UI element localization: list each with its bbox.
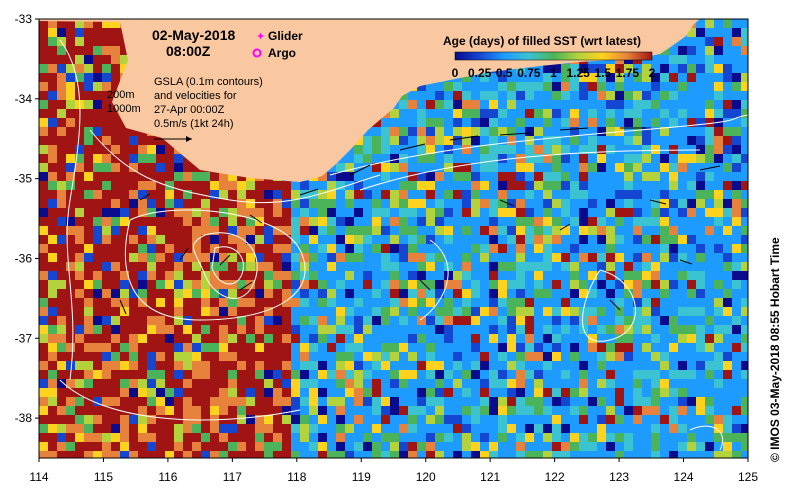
x-tick-label: 114 [29, 470, 48, 484]
gsla-contour-line [359, 149, 701, 191]
y-tick-label: -35 [15, 172, 33, 186]
velocity-arrow [119, 299, 127, 315]
colorbar-tick-label: 0.5 [496, 66, 513, 80]
x-tick-label: 119 [352, 470, 371, 484]
velocity-arrow [649, 199, 667, 205]
gsla-contour-line [329, 114, 748, 176]
velocity-arrow [249, 214, 263, 224]
gsla-contour-line [689, 425, 724, 451]
velocity-arrow [219, 254, 231, 266]
argo-marker-icon [252, 48, 262, 58]
colorbar-tick-label: 0.25 [468, 66, 492, 80]
gsla-contours [59, 39, 748, 451]
isobath-1000m-label: 1000m [107, 103, 141, 115]
velocity-arrow [419, 279, 431, 291]
x-tick-label: 122 [545, 470, 565, 484]
info-annotation-block [146, 22, 336, 62]
y-axis: -33 -34 -35 -36 -37 -38 [15, 12, 39, 425]
map-plot-area [39, 19, 748, 458]
gsla-contour-line [211, 246, 244, 285]
colorbar-tick-label: 1.5 [594, 66, 611, 80]
velocity-vectors [119, 127, 721, 315]
y-tick-label: -34 [15, 92, 33, 106]
x-tick-label: 123 [609, 470, 629, 484]
scale-arrow-icon [154, 136, 192, 142]
gsla-contour-line [193, 232, 258, 299]
velocity-arrow [609, 299, 621, 311]
velocity-arrow [679, 259, 693, 265]
glider-label: Glider [268, 29, 303, 43]
velocity-arrow [559, 223, 571, 231]
velocity-arrow [499, 199, 515, 207]
gsla-note-line3: 27-Apr 00:00Z [154, 104, 225, 116]
gsla-contour-line [59, 39, 81, 381]
gsla-contour-line [59, 379, 301, 421]
colorbar-tick-label: 0.75 [517, 66, 541, 80]
colorbar-tick-label: 1.25 [566, 66, 590, 80]
x-axis: 114 115 116 117 118 119 120 121 122 123 124 125 [29, 458, 758, 484]
colorbar-tick-label: 0 [452, 66, 459, 80]
velocity-arrow [239, 281, 253, 291]
colorbar-tick-label: 1.75 [616, 66, 640, 80]
y-tick-label: -37 [15, 331, 33, 345]
header-bg [146, 22, 336, 62]
gsla-contour-line [89, 129, 381, 204]
credit-label: © IMOS 03-May-2018 08:55 Hobart Time [768, 237, 782, 462]
x-tick-label: 120 [416, 470, 436, 484]
y-tick-label: -36 [15, 251, 33, 265]
glider-marker-icon: ✦ [256, 31, 265, 43]
gsla-contour-line [419, 239, 449, 321]
argo-label: Argo [268, 46, 296, 60]
velocity-arrow [139, 193, 151, 201]
velocity-arrow [399, 143, 426, 151]
y-tick-label: -38 [15, 411, 33, 425]
y-tick-label: -33 [15, 12, 33, 26]
gsla-contour-line [582, 269, 636, 342]
velocity-arrow [499, 132, 531, 136]
gsla-note-line4: 0.5m/s (1kt 24h) [154, 118, 233, 130]
isobath-200m-label: 200m [107, 89, 135, 101]
map-date: 02-May-2018 [152, 27, 235, 43]
x-tick-label: 121 [480, 470, 500, 484]
x-tick-label: 124 [674, 470, 694, 484]
x-tick-label: 118 [287, 470, 306, 484]
velocity-arrow [559, 127, 589, 131]
gsla-note-line1: GSLA (0.1m contours) [154, 76, 263, 88]
x-tick-label: 115 [94, 470, 113, 484]
x-tick-label: 117 [223, 470, 242, 484]
gsla-contour-line [125, 209, 306, 321]
map-time: 08:00Z [166, 43, 211, 59]
x-tick-label: 116 [158, 470, 177, 484]
colorbar-tick-label: 1 [550, 66, 557, 80]
colorbar-tick-label: 2 [649, 66, 656, 80]
velocity-arrow [699, 165, 721, 171]
colorbar-ticks: 0 0.25 0.5 0.75 1 1.25 1.5 1.75 2 [452, 66, 656, 80]
colorbar-scale [454, 51, 653, 61]
velocity-arrow [349, 164, 371, 176]
plot-frame [38, 18, 749, 459]
colorbar-title: Age (days) of filled SST (wrt latest) [443, 34, 641, 48]
gsla-note-line2: and velocities for [154, 90, 237, 102]
velocity-arrow [179, 247, 189, 261]
velocity-arrow [299, 188, 319, 196]
velocity-arrow [449, 135, 479, 141]
x-tick-label: 125 [738, 470, 758, 484]
